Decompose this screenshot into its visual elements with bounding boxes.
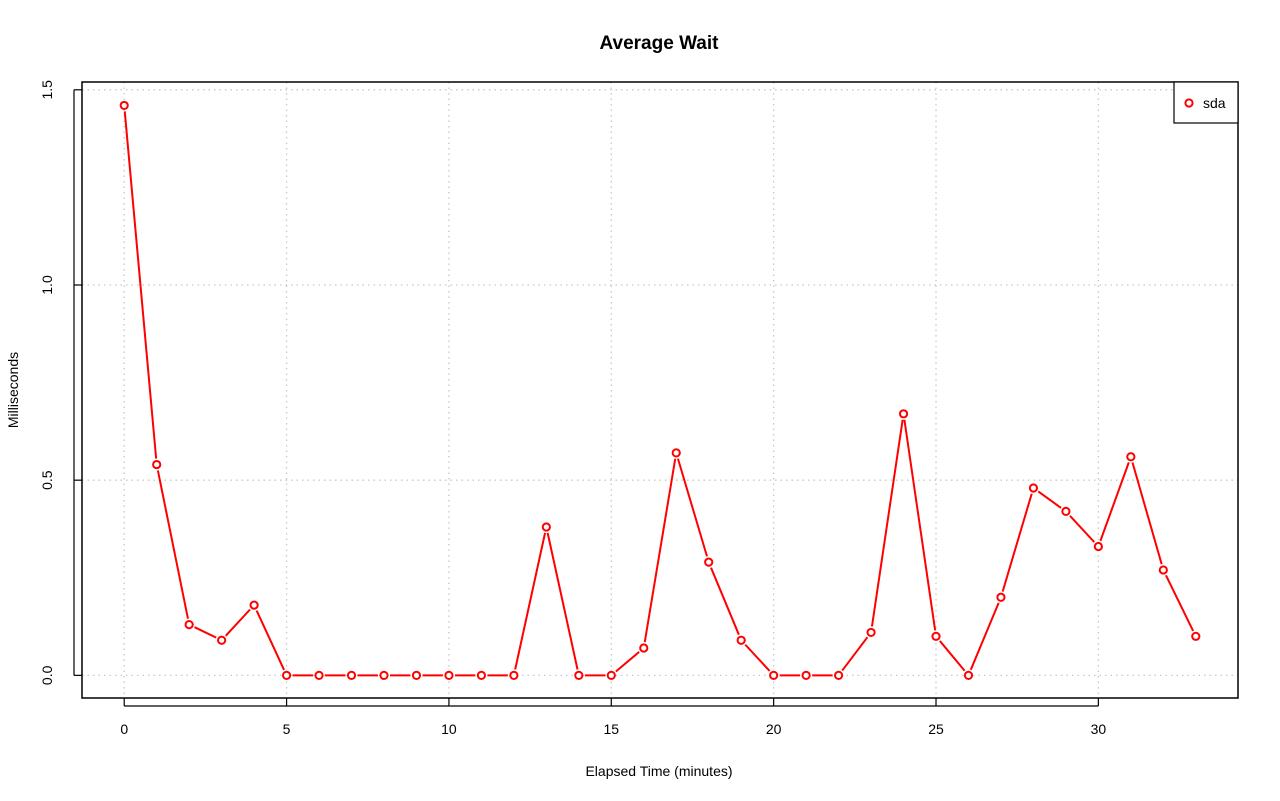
x-tick-label: 25 <box>928 721 944 737</box>
series-line-segment <box>224 608 251 637</box>
data-point <box>281 670 292 680</box>
series-line-segment <box>514 532 547 670</box>
data-point <box>411 670 422 680</box>
data-point <box>898 409 909 419</box>
data-point <box>379 670 389 680</box>
y-tick-label: 1.5 <box>39 80 55 100</box>
x-tick-label: 5 <box>283 721 291 737</box>
series-line-segment <box>255 610 285 671</box>
data-point <box>963 670 974 680</box>
legend-box <box>1173 81 1239 124</box>
data-point <box>346 670 357 680</box>
series-line-segment <box>841 636 869 672</box>
data-point <box>249 600 259 610</box>
series-line-segment <box>939 640 966 672</box>
series-line-segment <box>676 458 708 557</box>
series-line-segment <box>194 626 217 639</box>
series-line-segment <box>156 470 189 619</box>
series-line-segment <box>1001 493 1033 592</box>
x-tick-label: 15 <box>604 721 620 737</box>
data-point <box>606 670 616 680</box>
chart-title: Average Wait <box>600 33 720 54</box>
data-point <box>769 670 779 680</box>
data-point <box>639 643 649 653</box>
x-tick-label: 10 <box>441 721 457 737</box>
series-line-segment <box>1099 462 1130 542</box>
x-tick-label: 0 <box>120 721 128 737</box>
series-line-segment <box>615 651 640 673</box>
x-tick-label: 20 <box>766 721 782 737</box>
data-point <box>671 448 681 458</box>
axes: 0 5 10 15 20 25 30 0.0 0.5 1.0 1.5 <box>39 80 1106 737</box>
y-tick-label: 0.5 <box>39 470 55 490</box>
data-point <box>152 459 162 470</box>
data-point <box>509 670 519 680</box>
data-point <box>866 627 876 638</box>
legend-label-sda: sda <box>1203 95 1226 111</box>
data-point <box>736 635 746 645</box>
data-point <box>1126 452 1136 462</box>
data-point <box>931 631 941 641</box>
series-line-segment <box>1131 462 1163 565</box>
data-point <box>1158 565 1168 575</box>
series-line-segment <box>123 111 158 459</box>
series-line-segment <box>643 458 677 643</box>
series-line-segment <box>1165 574 1195 632</box>
legend-marker <box>1184 98 1194 108</box>
data-point <box>833 670 844 680</box>
series-line-segment <box>1037 490 1062 509</box>
series-line-segment <box>969 602 1000 671</box>
y-axis-label: Milliseconds <box>5 352 21 428</box>
data-point <box>1061 506 1071 517</box>
series-line-segment <box>870 419 904 627</box>
series-line-segment <box>710 567 740 636</box>
series-line-segment <box>546 532 579 670</box>
data-point <box>1191 631 1201 641</box>
data-point <box>119 100 129 111</box>
legend: sda <box>1173 81 1239 124</box>
grid <box>82 82 1238 698</box>
data-point <box>184 620 194 630</box>
data-point <box>314 670 324 680</box>
data-point <box>574 670 584 680</box>
data-point <box>476 670 487 680</box>
x-tick-label: 30 <box>1091 721 1107 737</box>
data-point <box>1093 541 1103 552</box>
data-point <box>801 670 811 680</box>
plot-data <box>119 100 1201 680</box>
data-point <box>704 557 714 567</box>
series-line-segment <box>744 643 771 672</box>
data-point <box>996 592 1006 602</box>
data-point <box>217 635 227 645</box>
series-line-segment <box>1069 515 1096 543</box>
data-point <box>541 522 551 532</box>
data-point <box>444 670 454 680</box>
series-line-segment <box>903 419 937 631</box>
plot-frame <box>81 81 1239 699</box>
y-tick-label: 1.0 <box>39 275 55 295</box>
y-tick-label: 0.0 <box>39 665 55 685</box>
data-point <box>1028 483 1039 493</box>
x-axis-label: Elapsed Time (minutes) <box>585 763 732 779</box>
